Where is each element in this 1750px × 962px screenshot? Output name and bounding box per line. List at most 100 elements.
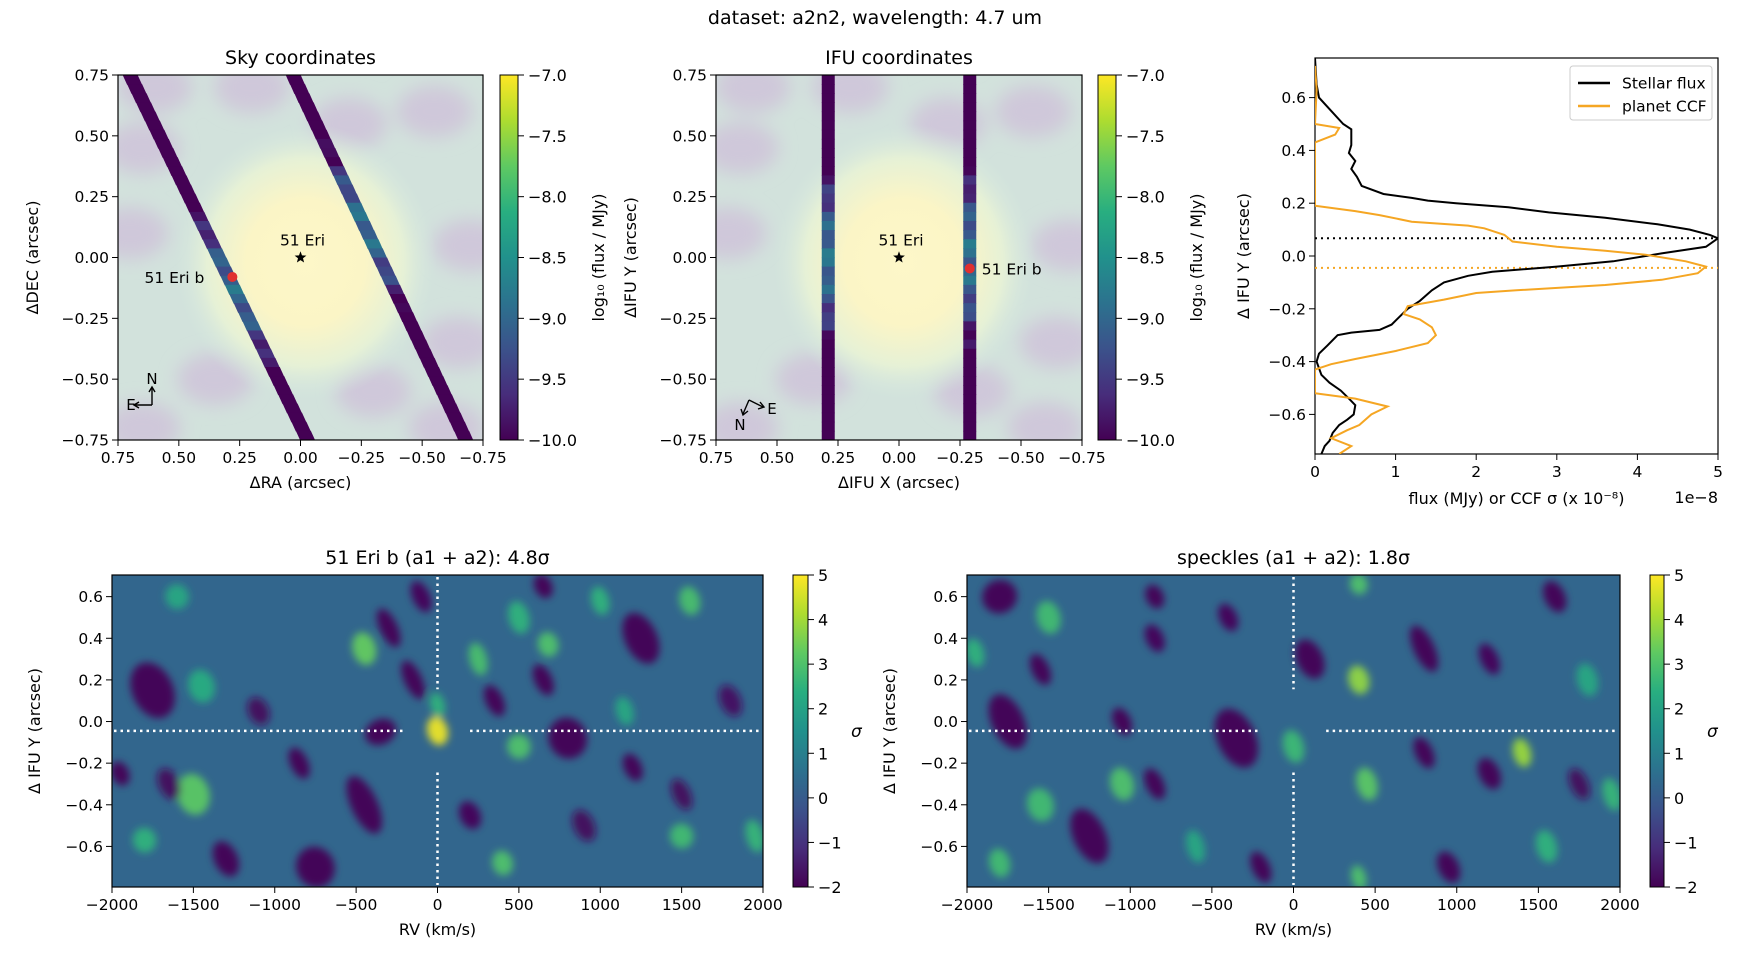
x-tick-label: −1500 <box>167 896 219 914</box>
axes-title: 51 Eri b (a1 + a2): 4.8σ <box>325 547 549 569</box>
slit-stripe-segment <box>821 93 835 103</box>
slit-stripe-segment <box>821 394 835 405</box>
heatmap-cell <box>745 819 763 853</box>
x-tick-label: 0.00 <box>283 449 318 467</box>
x-tick-label: 2 <box>1471 463 1481 481</box>
y-axis-label: ΔDEC (arcsec) <box>23 201 42 315</box>
colorbar-tick-label: −8.0 <box>1126 188 1165 207</box>
heatmap-cell <box>176 773 210 815</box>
slit-stripe-segment <box>441 403 461 414</box>
compass-east-arrow <box>748 399 764 408</box>
heatmap-cell <box>1294 639 1325 679</box>
y-tick-label: 0.00 <box>672 249 707 267</box>
planet-marker <box>227 271 238 282</box>
y-tick-label: −0.2 <box>1268 300 1306 318</box>
x-axis-label: ΔRA (arcsec) <box>250 473 352 492</box>
ifu-coordinates-panel: 51 Eri 51 Eri b N E 0.75 0.50 0.25 0.00 −0.25 −0.… <box>621 47 1206 492</box>
colorbar-tick-label: −10.0 <box>528 431 577 450</box>
slit-stripe-segment <box>402 321 422 332</box>
slit-stripe-segment <box>963 275 977 286</box>
heatmap-cell <box>537 632 559 657</box>
heatmap-cell <box>247 697 270 726</box>
x-tick-label: −0.25 <box>338 449 386 467</box>
x-tick-label: −500 <box>335 896 378 914</box>
slit-stripe-segment <box>963 412 977 423</box>
colorbar <box>499 74 519 441</box>
colorbar-tick-label: 2 <box>818 700 828 719</box>
x-axis-label: ΔIFU X (arcsec) <box>838 473 960 492</box>
x-axis-label: RV (km/s) <box>399 920 476 939</box>
sky-coordinates-panel: 51 Eri 51 Eri b NE 0.75 0.50 0.25 0.00 −0.25 −0.… <box>23 47 608 492</box>
heatmap-cell <box>572 809 596 842</box>
y-tick-label: 0.6 <box>933 588 958 606</box>
heatmap-cell <box>508 601 530 634</box>
slit-stripe-segment <box>432 385 452 395</box>
slit-stripe-segment <box>337 184 357 195</box>
heatmap-cell <box>426 716 449 746</box>
compass-north-label: N <box>146 370 157 388</box>
slit-stripe-segment <box>963 120 977 131</box>
heatmap-cell <box>507 734 531 759</box>
slit-stripe-segment <box>963 102 977 113</box>
heatmap-cell <box>288 747 310 779</box>
slit-stripe-segment <box>158 148 178 158</box>
slit-stripe-segment <box>184 202 205 213</box>
slit-stripe-segment <box>963 111 977 122</box>
slit-stripe-segment <box>963 321 977 332</box>
y-tick-label: 0.0 <box>1281 248 1306 266</box>
slit-stripe-segment <box>454 430 474 440</box>
slit-stripe-segment <box>359 230 379 240</box>
slit-stripe-segment <box>821 412 835 423</box>
slit-stripe-segment <box>380 275 401 286</box>
colorbar-tick-label: −8.0 <box>528 188 567 207</box>
heatmap-cell <box>1349 575 1368 595</box>
slit-stripe-segment <box>963 239 977 249</box>
x-tick-label: 1500 <box>662 896 701 914</box>
plot-area <box>1315 58 1718 454</box>
heatmap-cell <box>1282 730 1305 763</box>
x-tick-label: −1000 <box>1104 896 1156 914</box>
x-tick-label: 2000 <box>1600 896 1639 914</box>
slit-stripe-segment <box>290 84 310 94</box>
compass-east-arrowhead <box>757 401 766 410</box>
slit-stripe-segment <box>963 175 977 186</box>
heatmap-cell <box>533 575 553 599</box>
y-tick-label: 0.25 <box>74 188 109 206</box>
slit-stripe-segment <box>821 376 835 386</box>
slit-stripe-segment <box>963 129 977 140</box>
slit-stripe-segment <box>821 211 835 222</box>
y-tick-label: −0.4 <box>1268 353 1306 371</box>
heatmap-cell <box>590 586 610 616</box>
slit-stripe-segment <box>821 175 835 186</box>
slit-stripe-segment <box>363 239 383 249</box>
slit-stripe-segment <box>963 312 977 322</box>
y-tick-label: 0.25 <box>672 188 707 206</box>
colorbar-tick-label: −10.0 <box>1126 431 1175 450</box>
colorbar-tick-label: 0 <box>1674 789 1684 808</box>
y-tick-label: 0.2 <box>1281 195 1306 213</box>
slit-stripe-segment <box>821 294 835 304</box>
heatmap-cell <box>157 768 181 800</box>
colorbar-label: log₁₀ (flux / MJy) <box>1187 193 1206 321</box>
heatmap-cell <box>1026 788 1054 822</box>
speckle-patch <box>396 85 473 138</box>
heatmap-cell <box>468 642 488 676</box>
heatmap-cell <box>670 778 693 810</box>
heatmap-cell <box>1478 643 1501 675</box>
slit-stripe-segment <box>821 84 835 94</box>
slit-stripe-segment <box>341 193 362 204</box>
compass-north-arrowhead <box>740 408 749 417</box>
slit-stripe-segment <box>242 321 263 332</box>
heatmap-cell <box>1410 625 1439 672</box>
slit-stripe-segment <box>144 120 165 131</box>
slit-stripe-segment <box>963 348 977 359</box>
y-tick-label: −0.50 <box>660 371 708 389</box>
slit-stripe-segment <box>311 129 331 140</box>
y-tick-label: 0.50 <box>74 127 109 145</box>
slit-stripe-segment <box>189 211 209 222</box>
slit-stripe-segment <box>821 202 835 213</box>
axes-title: speckles (a1 + a2): 1.8σ <box>1177 547 1410 569</box>
slit-stripe-segment <box>821 312 835 322</box>
slit-stripe-segment <box>291 421 311 432</box>
x-tick-label: −0.25 <box>936 449 984 467</box>
